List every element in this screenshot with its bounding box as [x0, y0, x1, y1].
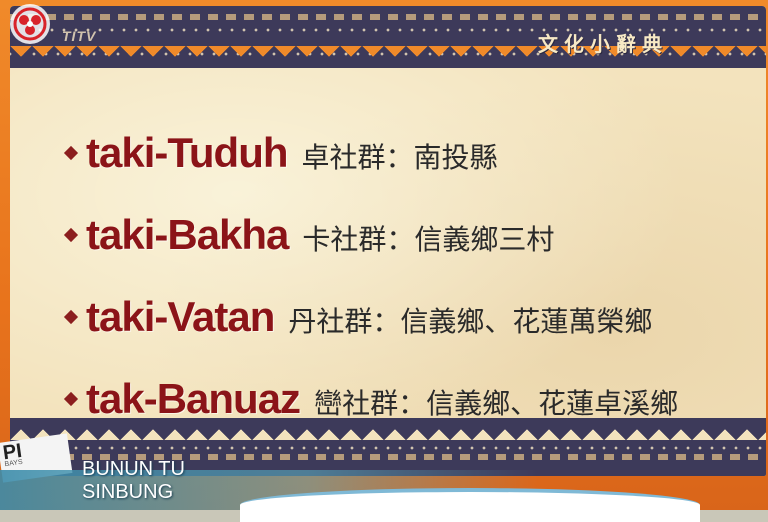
- list-item: taki-Tuduh 卓社群：南投縣: [60, 112, 760, 194]
- entry-term: taki-Tuduh: [86, 129, 289, 176]
- dictionary-card: 文化小辭典 taki-Tuduh 卓社群：南投縣 taki-Bakha 卡社群：…: [10, 6, 766, 476]
- list-item: tak-Banuaz 巒社群：信義鄉、花蓮卓溪鄉: [60, 358, 760, 440]
- entry-term: tak-Banuaz: [86, 375, 301, 422]
- diamond-bullet-icon: [63, 309, 79, 325]
- dictionary-title: 文化小辭典: [538, 32, 668, 56]
- program-caption: BUNUN TU SINBUNG: [82, 458, 185, 504]
- entry-description: 卓社群：南投縣: [301, 141, 498, 174]
- entry-list: taki-Tuduh 卓社群：南投縣 taki-Bakha 卡社群：信義鄉三村 …: [60, 112, 760, 440]
- channel-logo-text: TITV: [62, 28, 97, 44]
- flower-logo-icon: [10, 4, 50, 44]
- diamond-bullet-icon: [63, 145, 79, 161]
- list-item: taki-Bakha 卡社群：信義鄉三村: [60, 194, 760, 276]
- wave-decoration: [240, 488, 700, 522]
- caption-line-1: BUNUN TU: [82, 458, 185, 480]
- list-item: taki-Vatan 丹社群：信義鄉、花蓮萬榮鄉: [60, 276, 760, 358]
- diamond-bullet-icon: [63, 391, 79, 407]
- entry-description: 巒社群：信義鄉、花蓮卓溪鄉: [314, 387, 679, 420]
- entry-term: taki-Bakha: [86, 211, 289, 258]
- caption-line-2: SINBUNG: [82, 481, 174, 503]
- top-pattern-band: [10, 6, 766, 68]
- diamond-bullet-icon: [63, 227, 79, 243]
- entry-description: 丹社群：信義鄉、花蓮萬榮鄉: [288, 305, 653, 338]
- entry-description: 卡社群：信義鄉三村: [302, 223, 555, 256]
- entry-term: taki-Vatan: [86, 293, 275, 340]
- bottom-pattern-band: [10, 418, 766, 476]
